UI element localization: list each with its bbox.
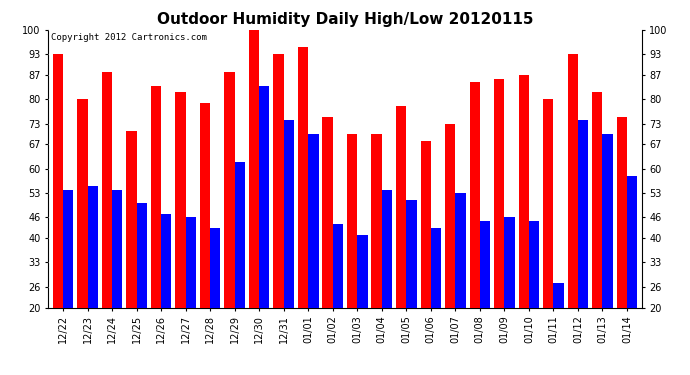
Bar	[151, 86, 161, 308]
Bar	[112, 190, 122, 308]
Bar	[200, 103, 210, 308]
Bar	[137, 203, 147, 308]
Bar	[357, 235, 368, 308]
Bar	[308, 134, 319, 308]
Bar	[592, 93, 602, 308]
Bar	[578, 120, 589, 308]
Bar	[455, 193, 466, 308]
Bar	[602, 134, 613, 308]
Bar	[77, 99, 88, 308]
Bar	[161, 214, 171, 308]
Bar	[101, 72, 112, 308]
Bar	[175, 93, 186, 308]
Bar	[396, 106, 406, 308]
Bar	[88, 186, 98, 308]
Bar	[52, 54, 63, 307]
Bar	[249, 30, 259, 308]
Bar	[529, 221, 539, 308]
Bar	[259, 86, 270, 308]
Bar	[445, 124, 455, 308]
Bar	[273, 54, 284, 307]
Bar	[347, 134, 357, 308]
Bar	[553, 283, 564, 308]
Bar	[543, 99, 553, 308]
Bar	[504, 217, 515, 308]
Bar	[420, 141, 431, 308]
Bar	[63, 190, 73, 308]
Bar	[627, 176, 638, 308]
Text: Copyright 2012 Cartronics.com: Copyright 2012 Cartronics.com	[51, 33, 207, 42]
Bar	[406, 200, 417, 308]
Bar	[470, 82, 480, 308]
Bar	[322, 117, 333, 308]
Bar	[333, 224, 343, 308]
Bar	[210, 228, 220, 308]
Bar	[494, 79, 504, 308]
Bar	[235, 162, 245, 308]
Bar	[186, 217, 196, 308]
Bar	[298, 47, 308, 308]
Bar	[480, 221, 490, 308]
Bar	[617, 117, 627, 308]
Bar	[224, 72, 235, 308]
Bar	[371, 134, 382, 308]
Bar	[126, 130, 137, 308]
Bar	[382, 190, 392, 308]
Bar	[284, 120, 294, 308]
Bar	[431, 228, 441, 308]
Title: Outdoor Humidity Daily High/Low 20120115: Outdoor Humidity Daily High/Low 20120115	[157, 12, 533, 27]
Bar	[519, 75, 529, 307]
Bar	[568, 54, 578, 307]
